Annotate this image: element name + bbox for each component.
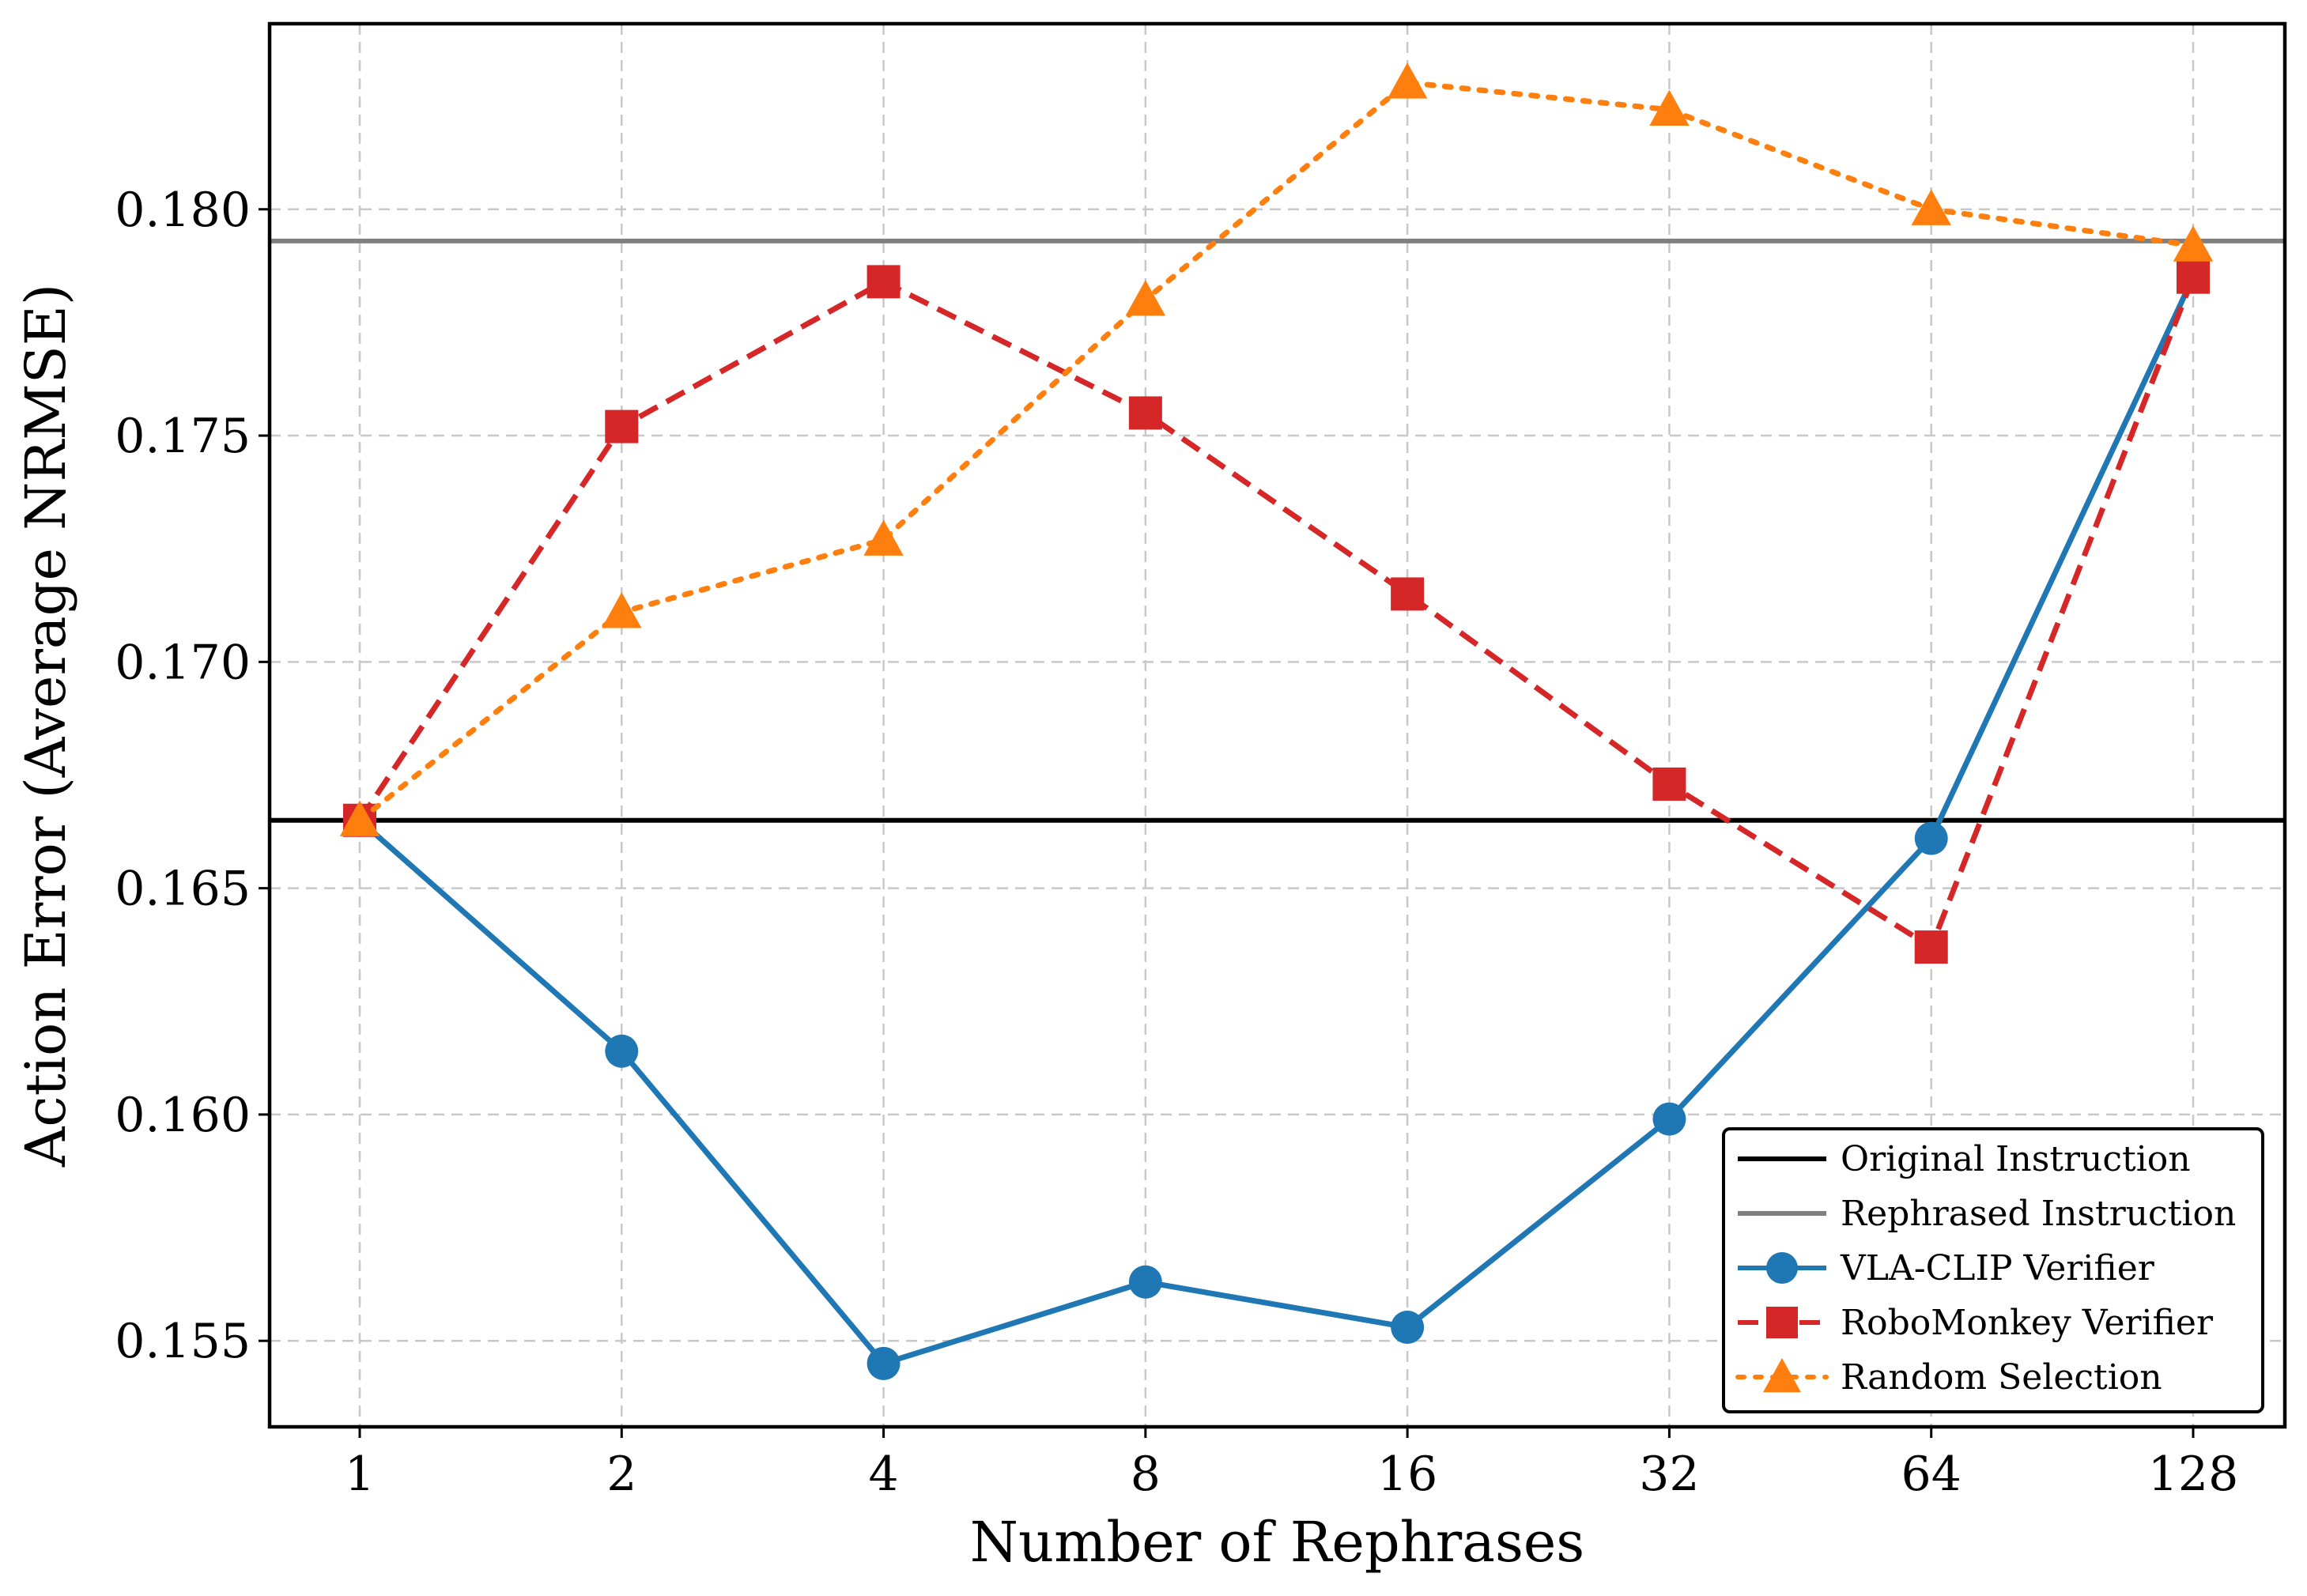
x-tick-label: 1 <box>345 1447 375 1502</box>
legend-entry-original-instruction: Original Instruction <box>1738 1139 2191 1179</box>
legend-box <box>1722 1127 2264 1413</box>
legend-swatch-marker <box>1763 1358 1801 1393</box>
y-tick-label: 0.165 <box>115 862 251 917</box>
x-tick-label: 2 <box>606 1447 636 1502</box>
vla-clip-verifier-point <box>605 1034 639 1068</box>
robomonkey-verifier-point <box>1391 577 1425 611</box>
x-tick-label: 4 <box>868 1447 898 1502</box>
series <box>339 62 2214 1380</box>
legend-entry-vla-clip-verifier: VLA-CLIP Verifier <box>1738 1248 2155 1288</box>
plot-frame <box>267 21 2287 1429</box>
random-selection-point <box>863 519 904 556</box>
x-tick-label: 8 <box>1131 1447 1161 1502</box>
x-tick-label: 64 <box>1901 1447 1962 1502</box>
y-tick-label: 0.170 <box>115 635 251 690</box>
random-selection-point <box>602 592 642 628</box>
legend-swatch-marker <box>1766 1307 1798 1338</box>
legend-entry-rephrased-instruction: Rephrased Instruction <box>1738 1194 2236 1234</box>
robomonkey-verifier-point <box>1128 396 1162 430</box>
legend-label: RoboMonkey Verifier <box>1841 1303 2214 1343</box>
vla-clip-verifier-point <box>1652 1102 1686 1136</box>
vla-clip-verifier-point <box>1914 821 1948 855</box>
ticks: 1 2 4 8 16 32 64 128 0.155 0.160 0.165 0.170 0.175 0.… <box>115 183 2238 1502</box>
legend-label: VLA-CLIP Verifier <box>1840 1248 2155 1288</box>
random-selection-point <box>1911 189 1951 225</box>
x-axis-label: Number of Rephrases <box>970 1510 1584 1575</box>
legend-entry-robomonkey-verifier: RoboMonkey Verifier <box>1738 1303 2214 1343</box>
x-tick-label: 16 <box>1377 1447 1437 1502</box>
robomonkey-verifier-point <box>2177 260 2210 294</box>
y-tick-label: 0.160 <box>115 1088 251 1143</box>
random-selection-point <box>1125 280 1166 316</box>
reference-lines <box>270 238 2285 823</box>
random-selection-point <box>1387 62 1428 99</box>
legend: Original Instruction Rephrased Instructio… <box>1722 1127 2264 1413</box>
robomonkey-verifier-point <box>867 265 901 299</box>
robomonkey-verifier-point <box>605 409 639 443</box>
random-selection-series <box>339 62 2214 836</box>
y-tick-label: 0.180 <box>115 183 251 238</box>
y-tick-label: 0.155 <box>115 1314 251 1369</box>
legend-label: Original Instruction <box>1841 1139 2191 1179</box>
legend-swatch-marker <box>1766 1252 1798 1284</box>
x-tick-label: 128 <box>2148 1447 2239 1502</box>
legend-label: Random Selection <box>1841 1357 2162 1398</box>
y-tick-label: 0.175 <box>115 409 251 464</box>
vla-clip-verifier-point <box>867 1346 901 1380</box>
x-tick-label: 32 <box>1639 1447 1699 1502</box>
random-selection-point <box>339 800 380 836</box>
robomonkey-verifier-point <box>1914 930 1948 964</box>
random-selection-line <box>357 79 2196 824</box>
y-axis-label: Action Error (Average NRMSE) <box>13 284 78 1168</box>
robomonkey-verifier-point <box>1652 767 1686 801</box>
vla-clip-verifier-point <box>1128 1265 1162 1299</box>
legend-entry-random-selection: Random Selection <box>1735 1357 2162 1398</box>
random-selection-point <box>1649 89 1690 126</box>
vla-clip-verifier-line <box>357 276 2196 1367</box>
legend-label: Rephrased Instruction <box>1841 1194 2236 1234</box>
vla-clip-verifier-point <box>1391 1311 1425 1345</box>
random-selection-point <box>2173 225 2214 262</box>
